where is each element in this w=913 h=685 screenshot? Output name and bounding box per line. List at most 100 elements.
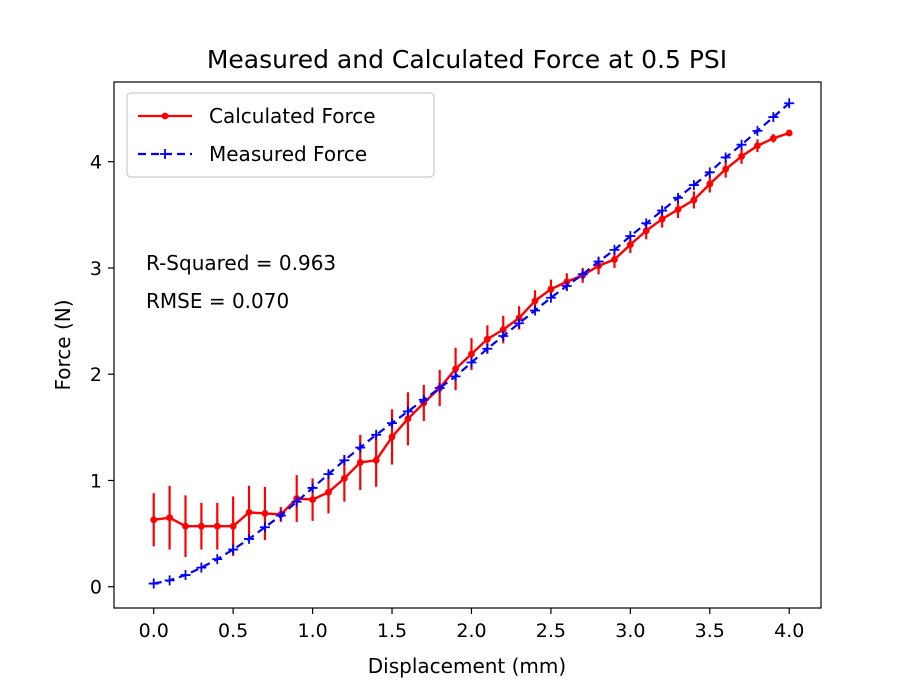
measured-force-point: [196, 562, 207, 573]
y-tick-label: 1: [90, 470, 102, 492]
calculated-force-point: [468, 350, 475, 358]
measured-force-point: [418, 394, 429, 405]
x-axis-ticks: 0.0 0.5 1.0 1.5 2.0 2.5 3.0 3.5 4.0: [139, 608, 804, 642]
calculated-force-point: [674, 206, 682, 213]
measured-force-point: [609, 244, 620, 255]
calculated-force-point: [245, 508, 253, 516]
y-tick-label: 2: [90, 364, 102, 386]
calculated-force-point: [150, 516, 158, 524]
measured-force-point: [593, 256, 604, 267]
x-tick-label: 2.0: [456, 620, 486, 642]
calculated-force-point: [404, 415, 412, 423]
measured-force-point: [641, 218, 652, 229]
legend: Calculated Force Measured Force: [126, 92, 435, 178]
measured-force-point: [148, 578, 159, 589]
series-measured-force: [148, 98, 795, 589]
calculated-force-point: [785, 129, 793, 137]
calculated-force-point: [706, 180, 714, 188]
measured-force-point: [323, 469, 334, 480]
calculated-force-point: [452, 365, 459, 373]
x-tick-label: 0.0: [139, 620, 169, 642]
legend-label-calculated-force: Calculated Force: [209, 104, 376, 128]
calculated-force-point: [388, 433, 396, 441]
calculated-force-point: [769, 134, 777, 142]
measured-force-point: [784, 98, 795, 109]
measured-force-point: [704, 167, 715, 178]
legend-box: [126, 92, 435, 178]
calculated-force-point: [325, 488, 332, 496]
measured-force-point: [561, 281, 572, 292]
x-axis-label: Displacement (mm): [368, 654, 566, 678]
measured-force-point: [259, 522, 270, 533]
measured-force-point: [355, 442, 366, 453]
calculated-force-point: [182, 522, 189, 530]
calculated-force-point: [738, 152, 745, 160]
calculated-force-point: [499, 326, 507, 333]
calculated-force-point: [626, 241, 634, 248]
calculated-force-point: [309, 496, 316, 504]
measured-force-point: [768, 112, 779, 123]
chart-title: Measured and Calculated Force at 0.5 PSI: [207, 45, 727, 74]
measured-force-point: [673, 192, 684, 203]
x-tick-label: 3.5: [695, 620, 725, 642]
measured-force-point: [498, 330, 509, 341]
calculated-force-point: [611, 256, 618, 263]
measured-force-point: [371, 429, 382, 440]
x-tick-label: 0.5: [218, 620, 248, 642]
measured-force-point: [450, 371, 461, 382]
measured-force-point: [482, 343, 493, 354]
measured-force-point: [530, 305, 541, 316]
measured-force-point: [402, 406, 413, 417]
calculated-force-point: [261, 510, 269, 517]
calculated-force-point: [372, 456, 380, 464]
rmse-annotation: RMSE = 0.070: [146, 289, 289, 313]
legend-marker-measured-force: [160, 149, 170, 159]
measured-force-point: [164, 575, 175, 586]
measured-force-point: [307, 482, 318, 493]
calculated-force-point: [531, 297, 539, 305]
measured-force-point: [657, 205, 668, 216]
measured-force-point: [514, 318, 525, 329]
series-layer: [148, 98, 795, 589]
measured-force-point: [180, 570, 191, 581]
calculated-force-point: [356, 459, 364, 466]
measured-force-point: [466, 357, 477, 368]
x-tick-label: 2.5: [536, 620, 566, 642]
measured-force-point: [244, 533, 255, 544]
measured-force-point: [736, 139, 747, 150]
x-tick-label: 4.0: [774, 620, 804, 642]
calculated-force-point: [483, 335, 491, 343]
measured-force-point: [688, 180, 699, 191]
y-axis-label: Force (N): [51, 299, 75, 390]
y-tick-label: 4: [90, 152, 102, 174]
measured-force-point: [434, 383, 445, 394]
measured-force-point: [212, 554, 223, 565]
measured-force-point: [720, 152, 731, 163]
legend-label-measured-force: Measured Force: [209, 142, 367, 166]
calculated-force-point: [547, 285, 555, 293]
measured-force-point: [577, 269, 588, 280]
calculated-force-point: [722, 165, 730, 173]
calculated-force-point: [229, 522, 237, 530]
r-squared-annotation: R-Squared = 0.963: [146, 251, 336, 275]
measured-force-point: [545, 292, 556, 303]
measured-force-point: [752, 125, 763, 136]
y-axis-ticks: 0 1 2 3 4: [90, 152, 114, 599]
plot-area: [113, 81, 822, 609]
measured-force-point: [339, 455, 350, 466]
calculated-force-point: [642, 227, 650, 235]
calculated-force-point: [340, 474, 348, 482]
calculated-force-point: [515, 314, 523, 322]
calculated-force-point: [197, 522, 205, 530]
axes-frame: [113, 81, 822, 609]
calculated-force-point: [754, 142, 761, 150]
measured-force-point: [275, 510, 286, 521]
measured-force-point: [228, 544, 239, 555]
x-tick-label: 1.5: [377, 620, 407, 642]
legend-item-measured-force: Measured Force: [138, 142, 367, 166]
calculated-force-point: [213, 522, 221, 530]
x-tick-label: 3.0: [615, 620, 645, 642]
calculated-force-point: [690, 196, 698, 204]
legend-item-calculated-force: Calculated Force: [138, 104, 376, 128]
